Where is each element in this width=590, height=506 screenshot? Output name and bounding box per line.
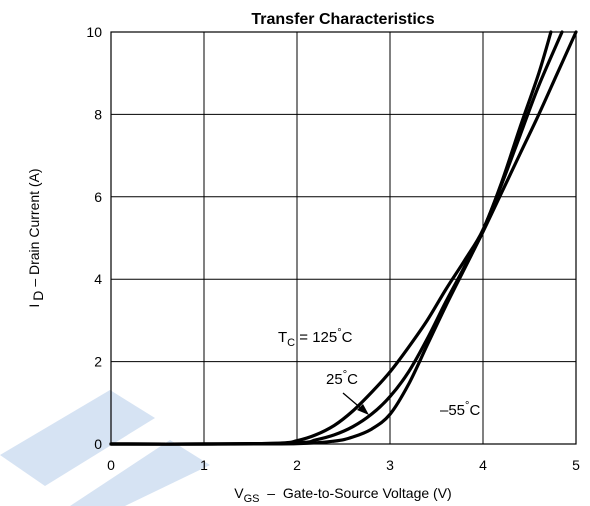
plot-frame — [110, 31, 577, 445]
y-tick-labels: 0 2 4 6 8 10 — [86, 24, 102, 452]
y-tick-label: 10 — [86, 24, 102, 40]
chart-title: Transfer Characteristics — [251, 11, 434, 28]
annotation-minus55c: –55°C — [440, 400, 480, 419]
x-tick-label: 0 — [107, 457, 115, 473]
annotation-25c: 25°C — [326, 369, 358, 388]
series-curves — [109, 30, 578, 446]
x-tick-label: 2 — [293, 457, 301, 473]
x-tick-label: 4 — [479, 457, 487, 473]
y-axis-label-rest: – Drain Current (A) — [26, 168, 42, 290]
x-tick-label: 3 — [386, 457, 394, 473]
y-axis-label: ID – Drain Current (A) — [26, 168, 46, 307]
y-tick-label: 8 — [94, 106, 102, 122]
annotation-tc-125: TC = 125°C — [278, 327, 353, 349]
x-tick-labels: 0 1 2 3 4 5 — [107, 457, 580, 473]
y-axis-label-main: I — [26, 304, 42, 308]
y-tick-label: 6 — [94, 189, 102, 205]
series-line-minus55c — [109, 30, 578, 446]
grid-lines — [111, 32, 576, 444]
x-tick-label: 1 — [200, 457, 208, 473]
watermark-arrow — [0, 390, 210, 506]
x-axis-label-main: V — [234, 485, 244, 501]
y-axis-label-sub: D — [30, 291, 46, 301]
x-axis-label: VGS – Gate-to-Source Voltage (V) — [234, 485, 451, 505]
annotation-arrow — [342, 392, 369, 415]
x-axis-label-sub: GS — [244, 493, 260, 505]
y-tick-label: 0 — [94, 436, 102, 452]
y-tick-label: 4 — [94, 271, 102, 287]
x-axis-label-rest: – Gate-to-Source Voltage (V) — [260, 485, 452, 501]
x-tick-label: 5 — [572, 457, 580, 473]
y-tick-label: 2 — [94, 354, 102, 370]
